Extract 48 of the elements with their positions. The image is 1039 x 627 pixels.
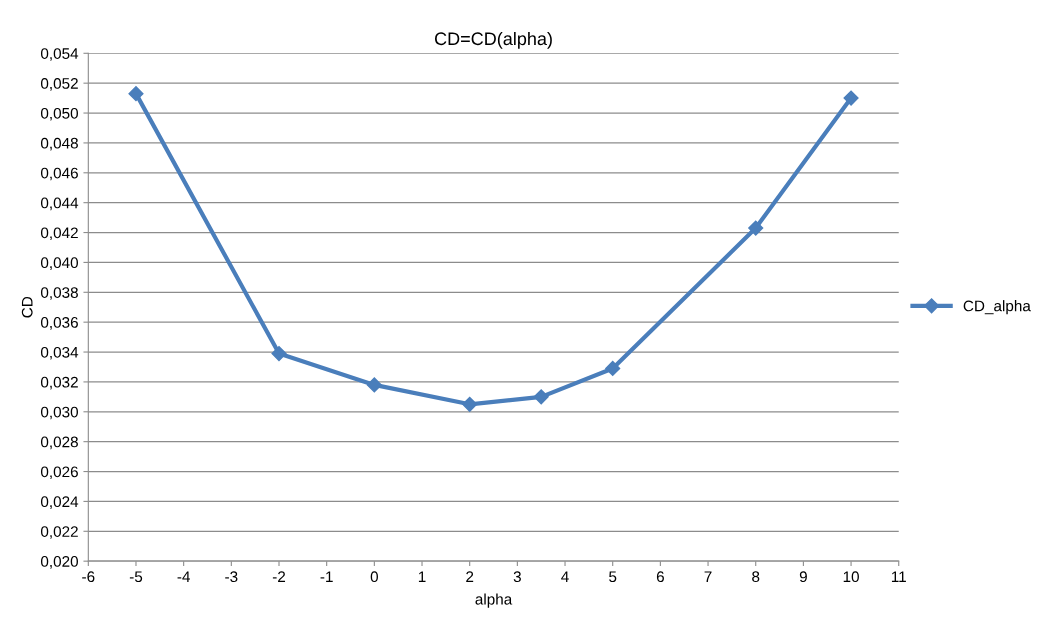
chart-title: CD=CD(alpha): [434, 31, 552, 49]
x-tick-label: 8: [752, 571, 760, 583]
x-tick-label: -4: [177, 571, 190, 582]
point: [271, 345, 287, 362]
x-tick-label: -2: [272, 571, 286, 582]
x-tick-label: 6: [656, 571, 664, 583]
point: [462, 396, 478, 412]
point: [533, 389, 549, 405]
y-tick-label: 0,028: [40, 436, 78, 450]
x-tick-label: 2: [466, 571, 474, 582]
y-tick-label: 0,054: [40, 48, 79, 61]
legend-label: CD_alpha: [963, 300, 1031, 315]
point: [128, 86, 144, 102]
point: [366, 377, 382, 393]
y-tick-label: 0,030: [40, 406, 78, 420]
x-tick-label: 7: [704, 571, 712, 582]
point: [843, 90, 859, 106]
point: [748, 220, 764, 236]
y-tick-label: 0,024: [40, 496, 79, 509]
y-tick-label: 0,022: [40, 526, 78, 539]
x-tick-label: 11: [891, 571, 906, 582]
x-tick-label: 0: [370, 571, 378, 583]
x-tick-label: -1: [320, 571, 333, 582]
y-tick-label: 0,034: [40, 346, 79, 360]
y-tick-label: 0,046: [40, 167, 78, 181]
point: [605, 360, 621, 377]
y-tick-label: 0,052: [40, 78, 78, 91]
y-tick-label: 0,042: [40, 227, 78, 241]
y-axis-title: CD: [21, 296, 33, 318]
y-tick-label: 0,050: [40, 107, 78, 121]
y-tick-label: 0,038: [40, 287, 78, 300]
y-tick-label: 0,032: [40, 376, 78, 390]
x-tick-label: 3: [513, 571, 521, 583]
y-tick-label: 0,048: [40, 137, 78, 151]
y-tick-label: 0,036: [40, 317, 78, 330]
y-tick-label: 0,044: [40, 197, 79, 211]
x-tick-label: -5: [129, 571, 143, 583]
x-tick-label: -3: [225, 571, 238, 583]
y-tick-label: 0,040: [40, 257, 78, 270]
y-tick-label: 0,020: [40, 556, 78, 569]
x-tick-label: 10: [843, 571, 859, 583]
x-axis-title: alpha: [475, 593, 513, 608]
x-tick-label: 4: [561, 571, 569, 582]
y-tick-label: 0,026: [40, 466, 78, 480]
x-tick-label: 5: [609, 571, 617, 583]
x-tick-label: 1: [418, 571, 426, 582]
x-tick-label: 9: [799, 571, 807, 583]
x-tick-label: -6: [82, 571, 95, 583]
